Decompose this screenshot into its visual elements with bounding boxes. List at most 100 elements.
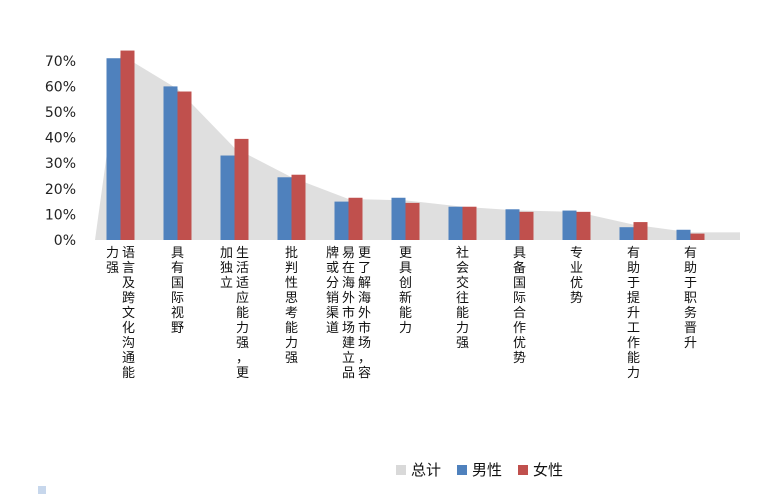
y-tick-label: 40% xyxy=(45,131,76,147)
svg-text:道: 道 xyxy=(326,321,339,336)
svg-text:能: 能 xyxy=(285,321,298,336)
svg-text:言: 言 xyxy=(122,261,135,276)
svg-text:性: 性 xyxy=(285,276,298,291)
svg-text:思: 思 xyxy=(285,291,298,306)
svg-text:国: 国 xyxy=(513,276,526,291)
svg-text:视: 视 xyxy=(171,306,184,321)
svg-text:强: 强 xyxy=(236,336,249,351)
svg-text:能: 能 xyxy=(456,306,469,321)
svg-text:市: 市 xyxy=(342,305,355,321)
svg-text:晋: 晋 xyxy=(684,321,697,336)
svg-text:职: 职 xyxy=(684,291,697,306)
bar-female-3 xyxy=(291,174,306,240)
x-axis: 语言及跨文化沟通能力强具有国际视野生活适应能力强，更加独立批判性思考能力强更了解… xyxy=(106,245,697,381)
svg-text:了: 了 xyxy=(358,261,371,276)
svg-text:升: 升 xyxy=(684,336,697,351)
svg-text:能: 能 xyxy=(122,366,135,381)
y-tick-label: 20% xyxy=(45,182,76,198)
legend-swatch-female xyxy=(518,464,529,475)
svg-text:销: 销 xyxy=(326,291,339,306)
svg-text:生: 生 xyxy=(236,246,249,261)
bar-female-1 xyxy=(177,91,192,241)
total-area xyxy=(95,54,740,241)
svg-text:工: 工 xyxy=(627,321,640,336)
svg-text:创: 创 xyxy=(399,276,412,291)
svg-text:独: 独 xyxy=(220,261,233,276)
svg-text:分: 分 xyxy=(326,276,339,291)
bar-layer xyxy=(106,50,705,241)
legend-label-female: 女性 xyxy=(533,461,564,479)
svg-text:适: 适 xyxy=(236,276,249,291)
y-tick-label: 10% xyxy=(45,207,76,223)
svg-text:市: 市 xyxy=(358,320,371,336)
bar-female-9 xyxy=(633,222,648,240)
svg-text:批: 批 xyxy=(285,246,298,261)
bar-female-2 xyxy=(234,138,249,240)
svg-text:沟: 沟 xyxy=(122,336,135,351)
legend-swatch-male xyxy=(457,464,468,475)
svg-text:场: 场 xyxy=(358,336,371,351)
svg-text:易: 易 xyxy=(342,246,355,261)
bar-male-10 xyxy=(676,229,691,240)
bar-male-8 xyxy=(562,210,577,240)
svg-text:强: 强 xyxy=(285,351,298,366)
bar-male-3 xyxy=(277,177,292,240)
bar-female-10 xyxy=(690,233,705,240)
svg-text:力: 力 xyxy=(106,246,119,261)
svg-text:于: 于 xyxy=(627,276,640,291)
svg-text:力: 力 xyxy=(285,336,298,351)
svg-text:业: 业 xyxy=(570,261,583,276)
legend-item-male: 男性 xyxy=(457,459,502,480)
bar-male-9 xyxy=(619,227,634,240)
y-tick-label: 50% xyxy=(45,105,76,121)
svg-text:能: 能 xyxy=(236,306,249,321)
svg-text:有: 有 xyxy=(627,246,640,261)
legend-label-male: 男性 xyxy=(472,461,503,479)
svg-text:化: 化 xyxy=(122,321,135,336)
svg-text:际: 际 xyxy=(171,291,184,306)
svg-text:作: 作 xyxy=(627,336,640,351)
svg-text:具: 具 xyxy=(399,261,412,276)
svg-text:更: 更 xyxy=(399,246,412,261)
svg-text:势: 势 xyxy=(570,290,583,306)
svg-text:有: 有 xyxy=(684,246,697,261)
svg-text:交: 交 xyxy=(456,275,469,291)
svg-text:力: 力 xyxy=(236,321,249,336)
svg-text:提: 提 xyxy=(627,290,640,306)
svg-text:立: 立 xyxy=(220,276,233,291)
svg-text:品: 品 xyxy=(342,366,355,381)
svg-text:应: 应 xyxy=(236,290,249,306)
svg-text:语: 语 xyxy=(122,246,135,261)
svg-text:往: 往 xyxy=(456,291,469,306)
svg-text:容: 容 xyxy=(358,365,371,381)
svg-text:牌: 牌 xyxy=(326,245,339,261)
svg-text:及: 及 xyxy=(122,276,135,291)
bar-male-0 xyxy=(106,58,121,240)
svg-text:具: 具 xyxy=(513,246,526,261)
svg-text:立: 立 xyxy=(342,351,355,366)
legend-item-female: 女性 xyxy=(518,459,563,480)
svg-text:渠: 渠 xyxy=(326,306,339,321)
svg-text:优: 优 xyxy=(570,276,583,291)
legend-label-total: 总计 xyxy=(411,461,442,479)
bar-male-6 xyxy=(448,206,463,240)
svg-text:，: ， xyxy=(358,351,371,366)
svg-text:势: 势 xyxy=(513,350,526,366)
svg-text:考: 考 xyxy=(285,306,298,321)
svg-text:建: 建 xyxy=(342,336,355,351)
svg-text:会: 会 xyxy=(456,261,469,276)
svg-text:新: 新 xyxy=(399,290,412,306)
svg-text:或: 或 xyxy=(326,261,339,276)
bar-female-6 xyxy=(462,206,477,240)
corner-mark xyxy=(38,486,46,494)
svg-text:海: 海 xyxy=(358,291,371,306)
bar-male-1 xyxy=(163,86,178,241)
